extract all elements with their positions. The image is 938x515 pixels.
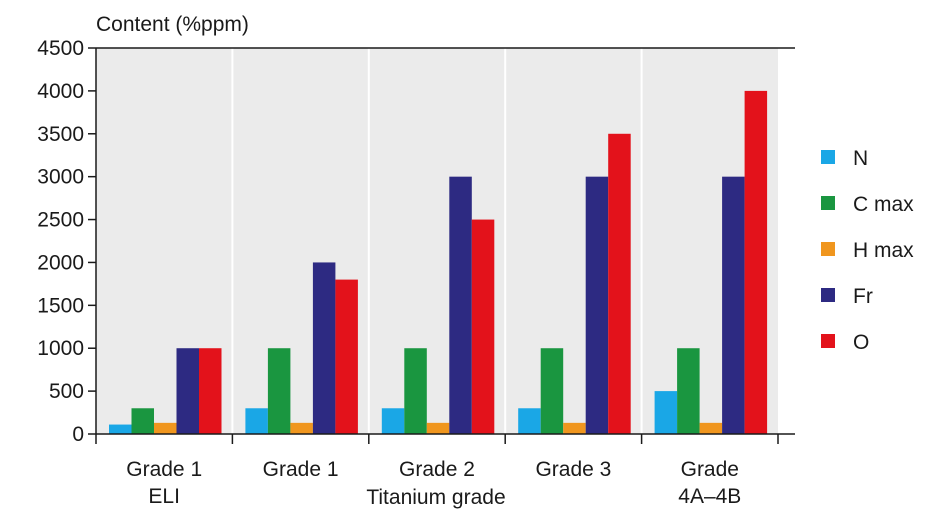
bar-o-4	[744, 90, 768, 434]
bar-o-2	[471, 219, 495, 434]
legend-label: C max	[853, 193, 914, 216]
bar-n-1	[245, 408, 268, 434]
bar-n-3	[518, 408, 541, 434]
bar-h-max-4	[699, 422, 723, 434]
y-tick-label: 1000	[37, 337, 84, 360]
tick-labels: 0 500 1000 1500 2000 2500 3000 3500 4000 4500 Grad…	[37, 37, 741, 508]
bar-c-max-1	[267, 348, 291, 434]
legend-swatch	[821, 288, 835, 302]
bar-h-max-1	[290, 422, 313, 434]
bar-fr-3	[585, 176, 609, 435]
legend-swatch	[821, 334, 835, 348]
x-category-label: Grade 3	[535, 458, 611, 481]
y-tick-label: 4500	[37, 37, 84, 60]
legend-label: O	[853, 331, 869, 354]
legend: N C max H max Fr O	[821, 147, 914, 354]
legend-label: Fr	[853, 285, 873, 308]
y-tick-label: 3500	[37, 123, 84, 146]
bar-n-4	[654, 391, 678, 434]
bar-h-max-3	[563, 422, 586, 434]
bar-fr-1	[312, 262, 336, 434]
x-category-label: Grade	[681, 458, 739, 481]
bar-h-max-2	[426, 422, 450, 434]
x-category-label: Grade 1	[263, 458, 339, 481]
x-axis-title: Titanium grade	[366, 486, 505, 509]
y-tick-label: 0	[72, 423, 84, 446]
legend-swatch	[821, 196, 835, 210]
y-tick-label: 1500	[37, 294, 84, 317]
bar-c-max-2	[404, 348, 427, 434]
legend-swatch	[821, 150, 835, 164]
legend-label: N	[853, 147, 868, 170]
bar-fr-2	[449, 176, 472, 435]
x-category-label: Grade 2	[399, 458, 475, 481]
x-category-label: 4A–4B	[678, 485, 741, 508]
x-category-label: ELI	[148, 485, 180, 508]
y-tick-label: 4000	[37, 80, 84, 103]
bar-fr-4	[722, 176, 745, 435]
legend-swatch	[821, 242, 835, 256]
bar-c-max-4	[677, 348, 700, 434]
bar-n-0	[109, 424, 132, 434]
bar-n-2	[381, 408, 405, 434]
x-category-label: Grade 1	[126, 458, 202, 481]
y-tick-label: 2000	[37, 251, 84, 274]
axes	[88, 47, 795, 444]
bar-c-max-0	[131, 408, 154, 434]
bar-o-1	[335, 279, 358, 434]
bar-fr-0	[176, 348, 199, 434]
legend-label: H max	[853, 239, 914, 262]
y-tick-label: 500	[49, 380, 84, 403]
y-tick-label: 3000	[37, 166, 84, 189]
y-axis-title: Content (%ppm)	[96, 13, 249, 36]
bar-c-max-3	[540, 348, 564, 434]
bar-o-0	[199, 348, 222, 434]
bars	[109, 90, 768, 435]
bar-o-3	[608, 133, 631, 434]
grid-lines	[231, 48, 643, 434]
y-tick-label: 2500	[37, 209, 84, 232]
bar-h-max-0	[154, 422, 177, 434]
